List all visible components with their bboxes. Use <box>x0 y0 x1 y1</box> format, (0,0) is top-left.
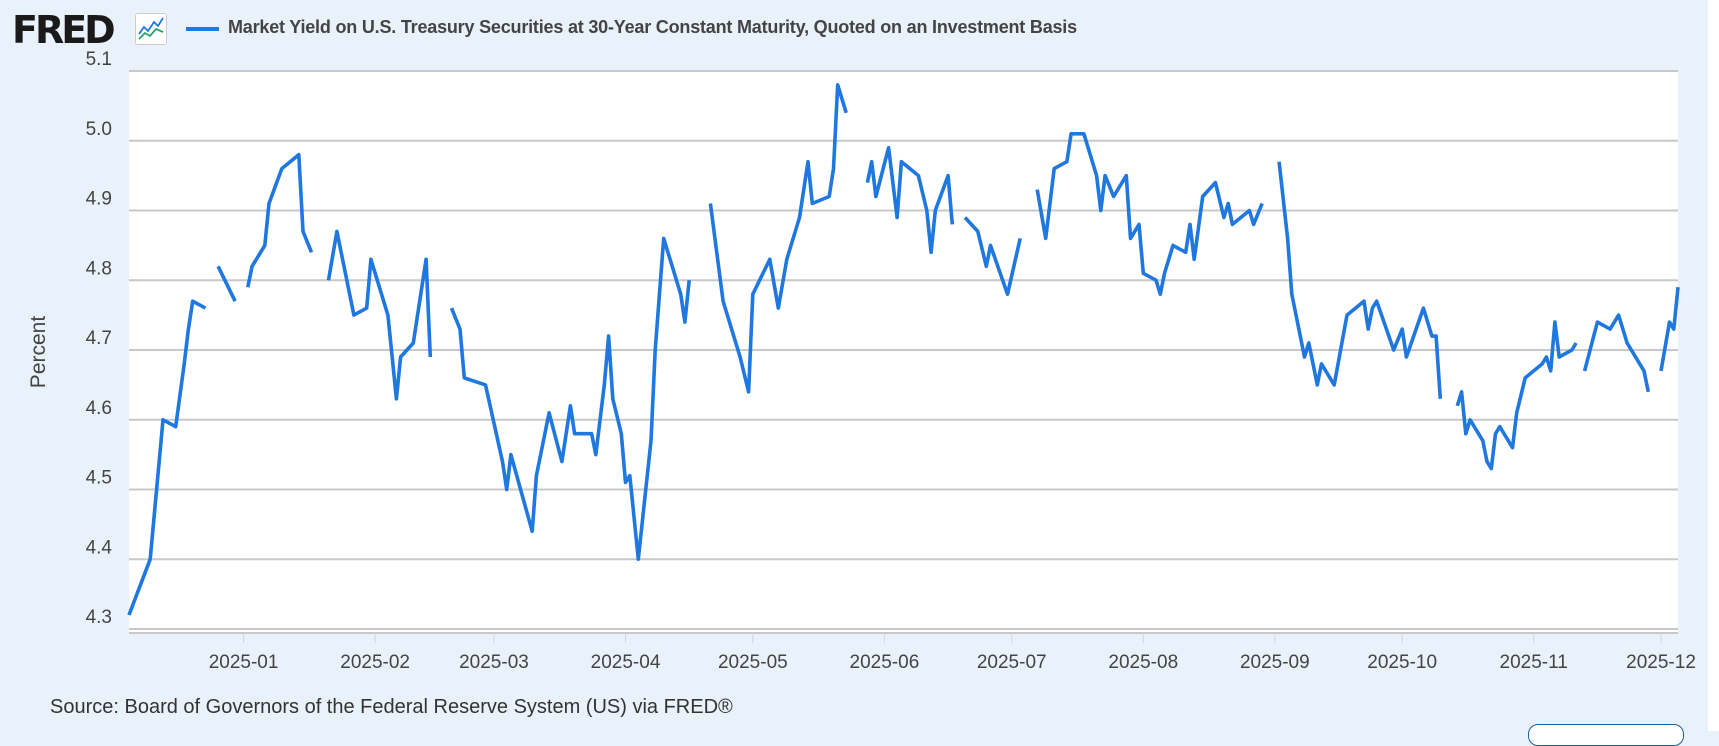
more-button[interactable] <box>1528 724 1684 746</box>
line-chart: 4.3 4.4 4.5 4.6 4.7 4.8 4.9 5.0 5.1 2025-01 2025-… <box>0 0 1719 731</box>
y-tick-label: 5.1 <box>86 49 112 70</box>
y-tick-label: 5.0 <box>86 119 112 140</box>
x-tick-label: 2025-12 <box>1626 652 1696 673</box>
y-tick-label: 4.9 <box>86 189 112 210</box>
x-tick-label: 2025-03 <box>459 652 529 673</box>
y-tick-label: 4.5 <box>86 468 112 489</box>
page-edge <box>1708 0 1719 731</box>
plot-area <box>129 71 1678 633</box>
source-note: Source: Board of Governors of the Federa… <box>50 696 733 719</box>
y-tick-label: 4.6 <box>86 398 112 419</box>
y-tick-label: 4.7 <box>86 328 112 349</box>
y-tick-label: 4.8 <box>86 258 112 279</box>
x-tick-label: 2025-02 <box>340 652 410 673</box>
x-tick-label: 2025-11 <box>1500 652 1568 673</box>
x-tick-label: 2025-10 <box>1367 652 1437 673</box>
y-tick-label: 4.4 <box>86 537 113 558</box>
x-tick-label: 2025-08 <box>1108 652 1178 673</box>
x-tick-label: 2025-09 <box>1240 652 1310 673</box>
x-tick-label: 2025-06 <box>850 652 920 673</box>
x-tick-label: 2025-04 <box>591 652 661 673</box>
y-axis-label: Percent <box>27 316 50 389</box>
x-tick-label: 2025-01 <box>209 652 279 673</box>
x-tick-label: 2025-07 <box>977 652 1047 673</box>
x-tick-label: 2025-05 <box>718 652 788 673</box>
y-tick-label: 4.3 <box>86 607 112 628</box>
